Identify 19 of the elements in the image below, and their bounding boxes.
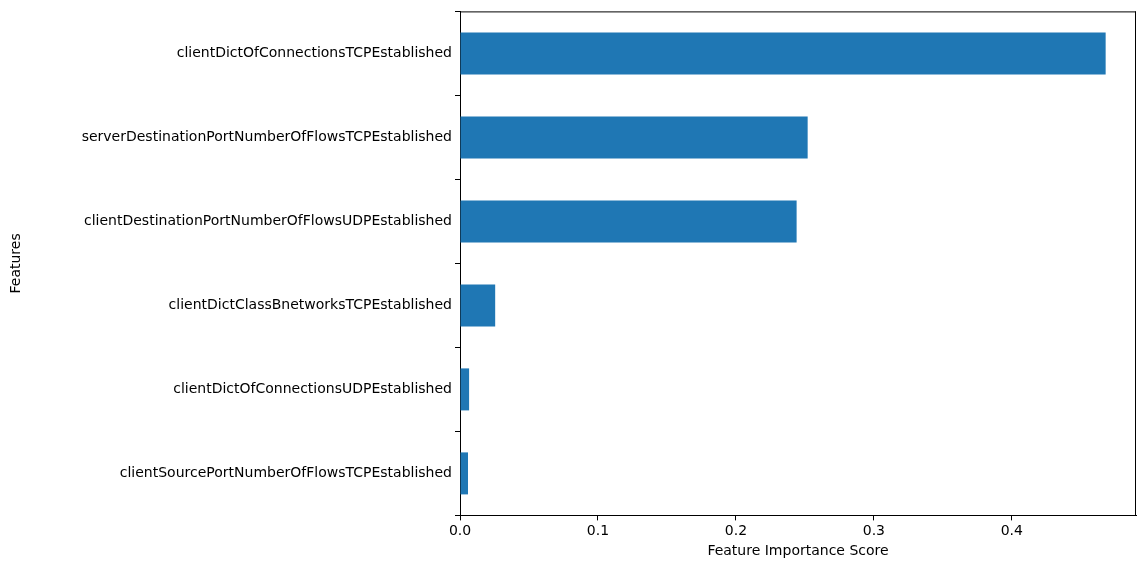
x-tick-label: 0.1: [586, 522, 610, 539]
bar: [460, 116, 808, 159]
y-tick-label: clientDictOfConnectionsUDPEstablished: [173, 380, 452, 397]
x-axis-title: Feature Importance Score: [707, 542, 889, 559]
x-tick-label: 0.0: [448, 522, 472, 539]
y-tick-label: clientDestinationPortNumberOfFlowsUDPEstablished: [84, 212, 452, 229]
bar: [460, 284, 496, 327]
x-tick-label: 0.2: [724, 522, 748, 539]
x-tick-label: 0.3: [862, 522, 886, 539]
y-tick-label: serverDestinationPortNumberOfFlowsTCPEstablished: [81, 128, 452, 145]
y-axis-title: Features: [7, 233, 24, 294]
x-tick-label: 0.4: [1000, 522, 1024, 539]
y-tick-label: clientDictOfConnectionsTCPEstablished: [176, 44, 452, 61]
bar: [460, 200, 797, 243]
bar: [460, 368, 470, 411]
y-tick-label: clientSourcePortNumberOfFlowsTCPEstablished: [119, 464, 452, 481]
y-tick-label: clientDictClassBnetworksTCPEstablished: [168, 296, 452, 313]
bar: [460, 452, 468, 495]
bar: [460, 32, 1106, 75]
